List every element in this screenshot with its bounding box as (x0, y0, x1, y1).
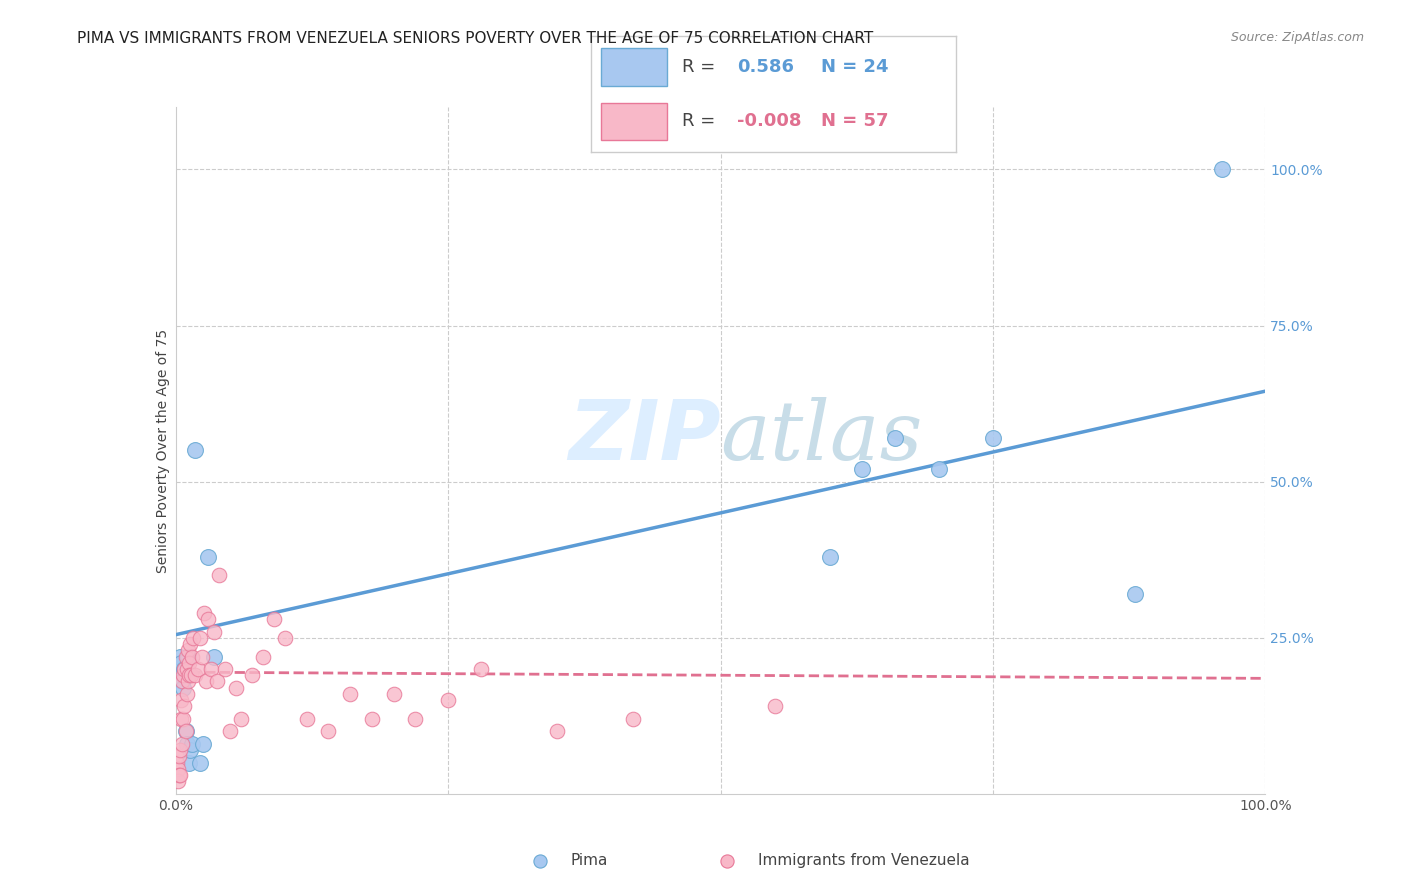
Point (382, 687, 405, 701)
Point (174, 724, 197, 739)
Point (191, 649, 214, 664)
Point (172, 668, 194, 682)
Point (274, 631, 297, 645)
Point (174, 649, 197, 664)
Point (200, 662, 222, 676)
Point (174, 724, 197, 739)
Text: -0.008: -0.008 (737, 112, 801, 130)
Point (186, 662, 209, 676)
Point (173, 662, 195, 676)
Point (202, 624, 225, 639)
Point (170, 712, 193, 726)
Point (529, 854, 551, 868)
Point (172, 712, 194, 726)
Point (181, 631, 204, 645)
Text: Source: ZipAtlas.com: Source: ZipAtlas.com (1230, 31, 1364, 45)
Point (167, 768, 190, 782)
Point (195, 674, 218, 689)
Point (177, 674, 200, 689)
Text: atlas: atlas (721, 397, 922, 476)
Point (176, 737, 198, 751)
Point (173, 662, 195, 676)
Point (188, 756, 211, 770)
Point (193, 606, 215, 620)
Text: R =: R = (682, 112, 716, 130)
FancyBboxPatch shape (602, 48, 668, 86)
Y-axis label: Seniors Poverty Over the Age of 75: Seniors Poverty Over the Age of 75 (156, 328, 170, 573)
Point (928, 462, 950, 476)
Point (172, 674, 194, 689)
Point (818, 549, 841, 564)
Point (470, 662, 492, 676)
Point (252, 649, 274, 664)
Point (981, 431, 1004, 445)
Point (184, 443, 207, 458)
Point (177, 668, 200, 682)
Point (167, 662, 190, 676)
Point (208, 568, 231, 582)
Point (179, 637, 201, 651)
Point (177, 643, 200, 657)
Point (546, 724, 568, 739)
Point (263, 612, 285, 626)
Point (884, 431, 907, 445)
Point (176, 662, 198, 676)
Point (177, 656, 200, 670)
Point (191, 737, 214, 751)
Point (360, 712, 382, 726)
Text: R =: R = (682, 58, 716, 76)
Point (716, 854, 738, 868)
Point (851, 462, 873, 476)
Point (176, 687, 198, 701)
Point (219, 724, 242, 739)
Point (202, 649, 225, 664)
Point (170, 693, 193, 707)
Text: N = 57: N = 57 (821, 112, 889, 130)
Point (167, 762, 190, 776)
Point (205, 674, 228, 689)
Point (214, 662, 236, 676)
Point (197, 549, 219, 564)
Point (1123, 587, 1146, 601)
Point (181, 649, 204, 664)
Point (1211, 162, 1233, 177)
Point (167, 749, 190, 764)
Point (167, 774, 190, 789)
Point (181, 737, 204, 751)
Point (437, 693, 460, 707)
Point (763, 699, 786, 714)
Point (169, 649, 191, 664)
Point (173, 699, 195, 714)
Point (172, 737, 194, 751)
Point (179, 743, 201, 757)
Point (177, 649, 200, 664)
Point (169, 743, 191, 757)
Point (197, 612, 219, 626)
Point (166, 756, 188, 770)
Text: N = 24: N = 24 (821, 58, 889, 76)
Point (339, 687, 361, 701)
FancyBboxPatch shape (602, 103, 668, 140)
Point (177, 756, 200, 770)
Point (184, 668, 207, 682)
Point (172, 681, 194, 695)
Point (318, 724, 340, 739)
Point (169, 768, 191, 782)
Point (170, 656, 193, 670)
Point (180, 668, 202, 682)
Text: Immigrants from Venezuela: Immigrants from Venezuela (758, 854, 969, 868)
Text: ZIP: ZIP (568, 396, 721, 477)
Text: Pima: Pima (571, 854, 607, 868)
Point (172, 674, 194, 689)
Point (188, 631, 211, 645)
Point (621, 712, 644, 726)
Point (240, 668, 263, 682)
Text: PIMA VS IMMIGRANTS FROM VENEZUELA SENIORS POVERTY OVER THE AGE OF 75 CORRELATION: PIMA VS IMMIGRANTS FROM VENEZUELA SENIOR… (77, 31, 873, 46)
Point (405, 712, 427, 726)
Point (295, 712, 318, 726)
Text: 0.586: 0.586 (737, 58, 794, 76)
Point (225, 681, 247, 695)
Point (231, 712, 253, 726)
